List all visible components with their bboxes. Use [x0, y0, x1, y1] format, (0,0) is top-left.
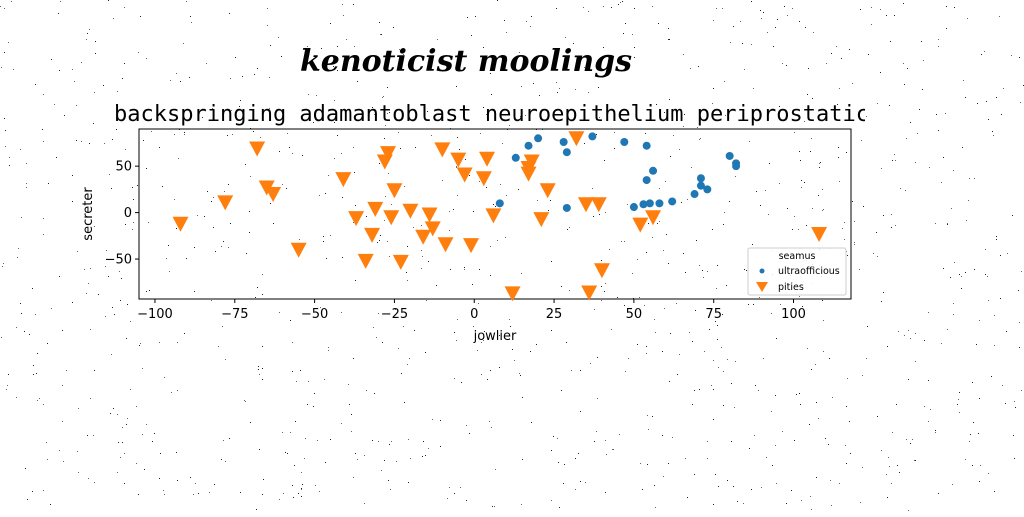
- x-tick-label: 0: [470, 307, 478, 322]
- data-point-pities: [348, 211, 365, 227]
- data-point-pities: [450, 152, 467, 168]
- data-point-pities: [380, 146, 397, 162]
- data-point-pities: [463, 238, 480, 254]
- data-point-pities: [504, 286, 521, 302]
- x-tick-label: 50: [626, 307, 643, 322]
- data-point-pities: [415, 229, 432, 245]
- data-point-ultraofficious: [649, 166, 658, 175]
- data-point-pities: [568, 131, 585, 147]
- data-point-pities: [533, 212, 550, 228]
- x-tick-label: 75: [705, 307, 722, 322]
- plot-frame: [138, 128, 852, 300]
- data-point-pities: [383, 210, 400, 226]
- data-point-ultraofficious: [562, 148, 571, 157]
- data-point-pities: [485, 208, 502, 224]
- y-tick-label: 50: [115, 160, 132, 175]
- data-point-pities: [402, 203, 419, 219]
- legend-title: seamus: [779, 251, 816, 262]
- data-point-pities: [434, 142, 451, 158]
- data-point-pities: [392, 254, 409, 270]
- data-point-pities: [593, 263, 610, 279]
- data-point-pities: [475, 171, 492, 187]
- data-point-pities: [172, 216, 189, 232]
- data-point-pities: [265, 187, 282, 203]
- data-point-pities: [376, 154, 393, 170]
- data-point-ultraofficious: [511, 153, 520, 162]
- figure-suptitle: kenoticist moolings: [300, 44, 632, 79]
- y-axis-label: secreter: [81, 187, 96, 241]
- data-point-ultraofficious: [495, 199, 504, 208]
- data-point-ultraofficious: [620, 138, 629, 147]
- data-point-pities: [357, 253, 374, 269]
- x-axis: −100 −75 −50 −25 0 25 50 75 100: [137, 299, 806, 322]
- x-tick-label: 25: [546, 307, 563, 322]
- data-point-pities: [479, 151, 496, 167]
- data-point-pities: [523, 154, 540, 170]
- data-point-pities: [386, 183, 403, 199]
- data-point-pities: [539, 183, 556, 199]
- data-point-ultraofficious: [534, 134, 543, 143]
- data-point-ultraofficious: [559, 138, 568, 147]
- legend-marker-ultraofficious: [759, 268, 765, 274]
- data-point-ultraofficious: [725, 151, 734, 160]
- data-point-ultraofficious: [703, 185, 712, 194]
- data-point-pities: [217, 195, 234, 211]
- data-point-pities: [581, 285, 598, 301]
- y-axis: −50 0 50: [105, 160, 139, 268]
- data-point-pities: [335, 172, 352, 188]
- legend-box: [747, 247, 847, 296]
- data-point-pities: [421, 207, 438, 223]
- data-point-ultraofficious: [642, 141, 651, 150]
- data-point-ultraofficious: [588, 132, 597, 141]
- data-point-pities: [367, 201, 384, 217]
- x-axis-label: jowlier: [473, 329, 517, 344]
- x-tick-label: −50: [301, 307, 328, 322]
- x-tick-label: −25: [381, 307, 408, 322]
- data-point-ultraofficious: [668, 197, 677, 206]
- data-point-pities: [290, 242, 307, 258]
- data-point-pities: [632, 217, 649, 233]
- data-point-ultraofficious: [696, 174, 705, 183]
- x-tick-label: −100: [137, 307, 173, 322]
- legend: seamus ultraofficious pities: [747, 247, 847, 296]
- data-point-pities: [437, 237, 454, 253]
- data-point-pities: [249, 141, 266, 157]
- data-point-pities: [811, 226, 828, 242]
- data-point-ultraofficious: [732, 162, 741, 171]
- data-point-ultraofficious: [690, 190, 699, 199]
- data-point-pities: [424, 221, 441, 237]
- data-point-ultraofficious: [655, 199, 664, 208]
- chart-title: backspringing adamantoblast neuroepithel…: [114, 102, 869, 127]
- data-point-pities: [645, 210, 662, 226]
- data-point-pities: [577, 197, 594, 213]
- data-point-pities: [456, 167, 473, 183]
- data-point-ultraofficious: [645, 199, 654, 208]
- data-point-ultraofficious: [642, 176, 651, 185]
- data-point-ultraofficious: [562, 203, 571, 212]
- data-point-ultraofficious: [629, 203, 638, 212]
- data-point-ultraofficious: [639, 200, 648, 209]
- legend-marker-pities: [756, 282, 768, 292]
- legend-label-ultraofficious: ultraofficious: [778, 266, 840, 277]
- legend-label-pities: pities: [778, 282, 804, 293]
- x-tick-label: −75: [221, 307, 248, 322]
- data-points: [172, 131, 828, 302]
- data-point-pities: [364, 227, 381, 243]
- data-point-pities: [590, 197, 607, 213]
- y-tick-label: 0: [124, 206, 132, 221]
- data-point-ultraofficious: [524, 141, 533, 150]
- y-tick-label: −50: [105, 253, 132, 268]
- x-tick-label: 100: [781, 307, 806, 322]
- data-point-ultraofficious: [696, 181, 705, 190]
- data-point-pities: [520, 166, 537, 182]
